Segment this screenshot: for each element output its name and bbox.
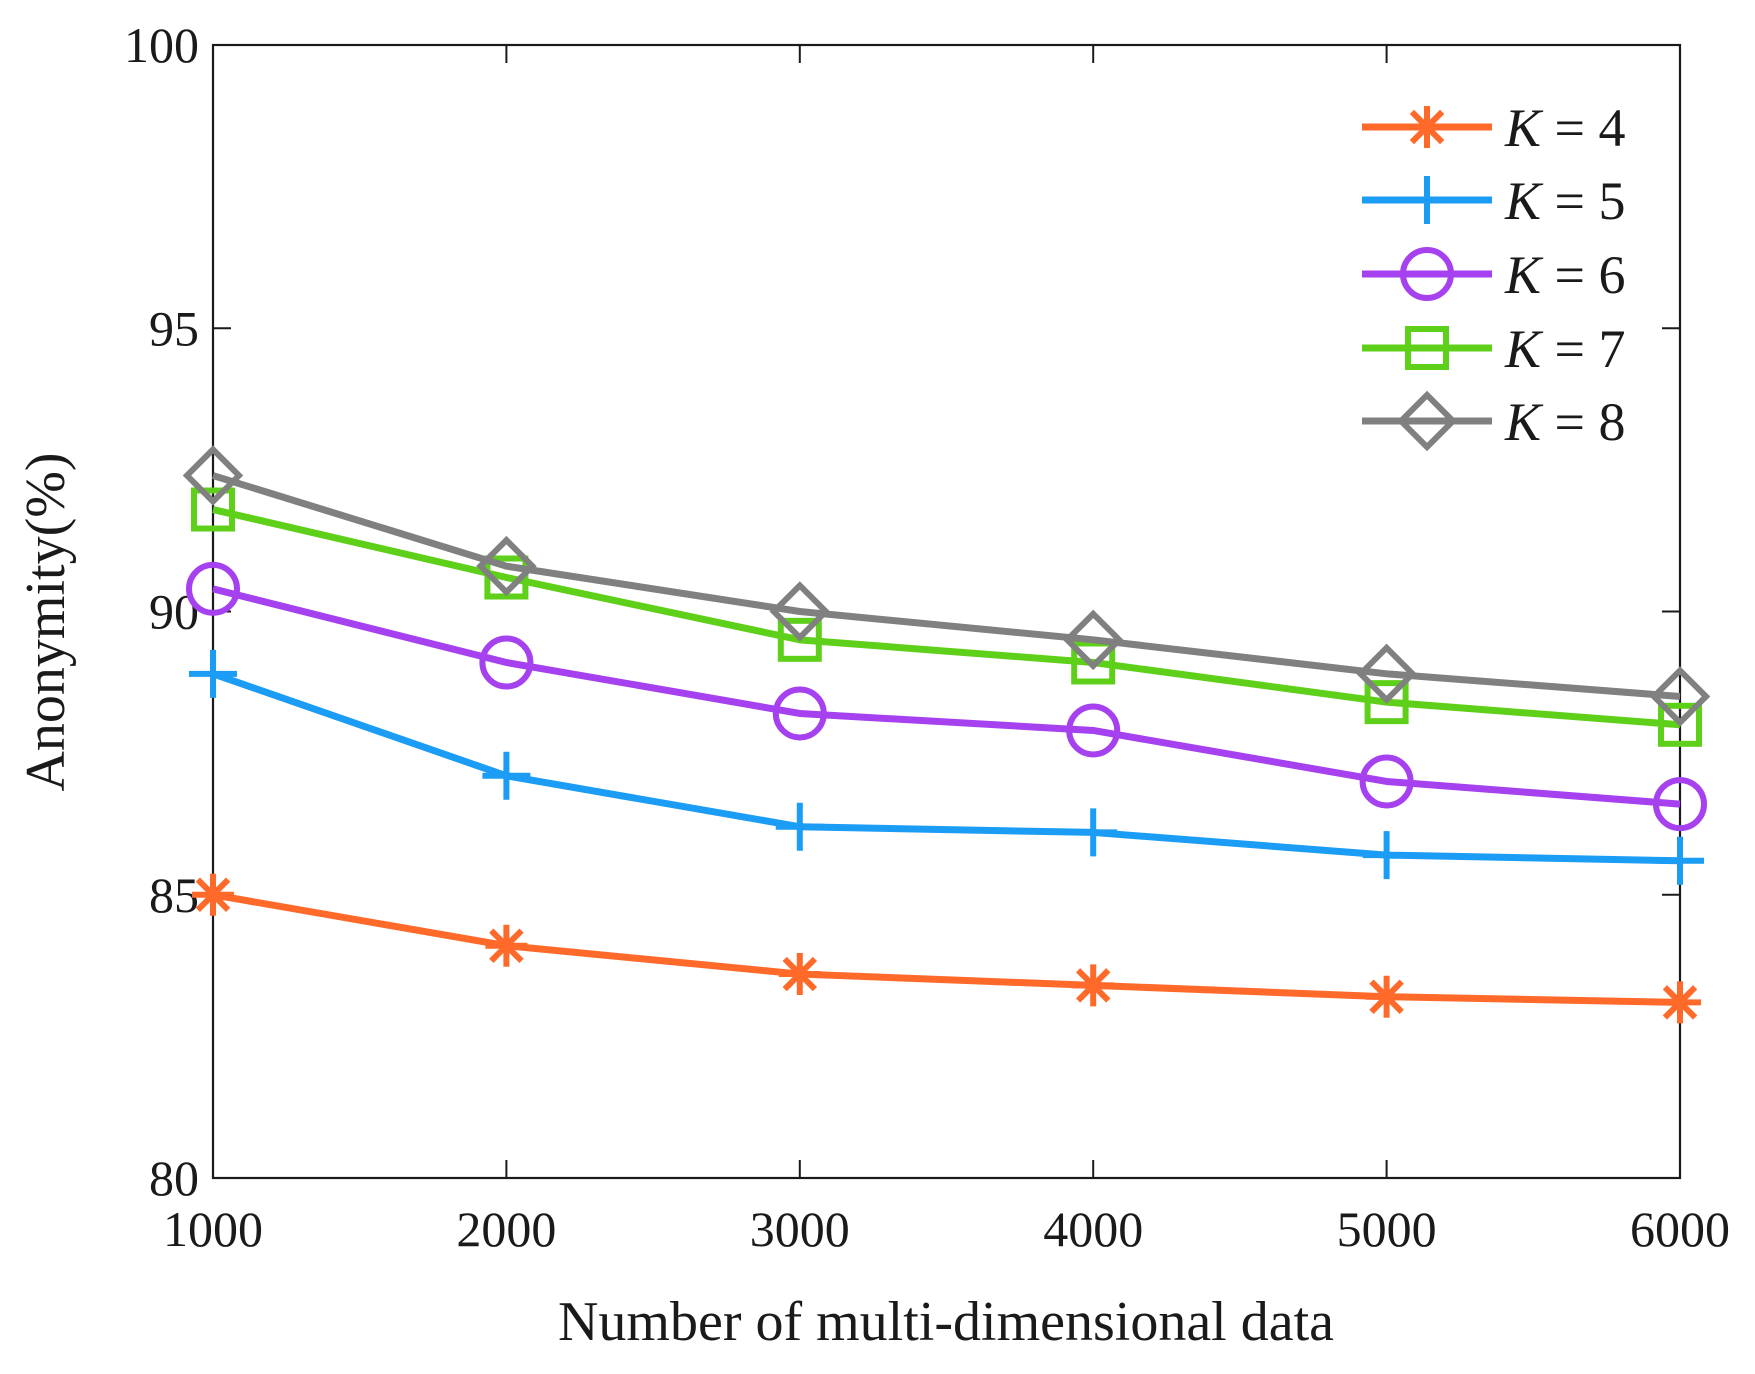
x-tick-label: 5000 [1337,1201,1437,1257]
series-k7 [191,487,1702,747]
data-point [1362,831,1411,880]
data-point [191,487,235,532]
y-tick-label: 85 [149,867,199,923]
data-point [1364,680,1409,725]
data-point [484,555,529,600]
data-point [1649,666,1711,727]
data-point [772,686,827,741]
series-line [212,891,1681,1006]
y-tick-label: 95 [149,300,199,356]
data-point [1066,703,1121,758]
legend-marker [1406,106,1448,148]
data-point [1658,702,1702,747]
legend-label: K = 4 [1504,98,1626,158]
y-axis-label: Anonymity(%) [15,452,77,791]
x-tick-label: 4000 [1043,1201,1143,1257]
legend-marker [1396,390,1458,452]
data-point [1069,808,1118,857]
plot-frame [211,43,1682,1180]
data-point [1071,640,1116,685]
series-line [211,670,1681,865]
legend-marker [1403,176,1451,224]
legend-entry: K = 4 [1362,98,1626,158]
plot-area [211,43,1682,1180]
data-point [1356,643,1417,705]
data-point [769,581,831,642]
legend-entry: K = 5 [1362,171,1626,231]
legend-marker [1405,326,1449,370]
legend-label: K = 8 [1504,392,1626,452]
series-line [211,472,1681,700]
series-layer [182,445,1711,1024]
legend-label: K = 6 [1504,245,1626,305]
series-k4 [192,873,1701,1024]
data-point [485,924,528,967]
series-line [212,506,1681,729]
legend-entry: K = 8 [1362,390,1626,452]
data-point [778,953,821,996]
data-point [1659,981,1701,1024]
data-point [1062,609,1124,671]
data-point [482,751,531,800]
x-tick-label: 3000 [750,1201,850,1257]
legend-label: K = 7 [1504,319,1626,379]
legend-marker [1400,247,1454,301]
x-axis-label: Number of multi-dimensional data [558,1291,1334,1353]
data-point [476,535,537,597]
x-tick-label: 6000 [1630,1201,1730,1257]
series-k8 [182,445,1711,727]
data-point [186,561,240,616]
data-point [1653,777,1707,832]
x-tick-label: 2000 [456,1201,556,1257]
series-k5 [189,649,1704,885]
series-k6 [186,561,1707,832]
data-point [182,445,244,506]
data-point [1359,754,1414,809]
data-point [1072,964,1115,1007]
data-point [777,617,822,662]
data-point [1365,975,1408,1018]
y-tick-label: 100 [124,17,199,73]
data-point [189,649,237,698]
x-tick-label: 1000 [163,1201,263,1257]
legend-entry: K = 6 [1362,245,1626,305]
legend-entry: K = 7 [1362,319,1626,379]
data-point [479,635,534,690]
data-point [1656,836,1704,885]
data-point [192,873,234,916]
data-point [775,802,824,851]
legend-label: K = 5 [1504,171,1626,231]
y-tick-label: 80 [149,1150,199,1206]
series-line [212,585,1681,808]
legend: K = 4 K = 5 K = 6 K = 7 K = 8 [1362,98,1626,452]
